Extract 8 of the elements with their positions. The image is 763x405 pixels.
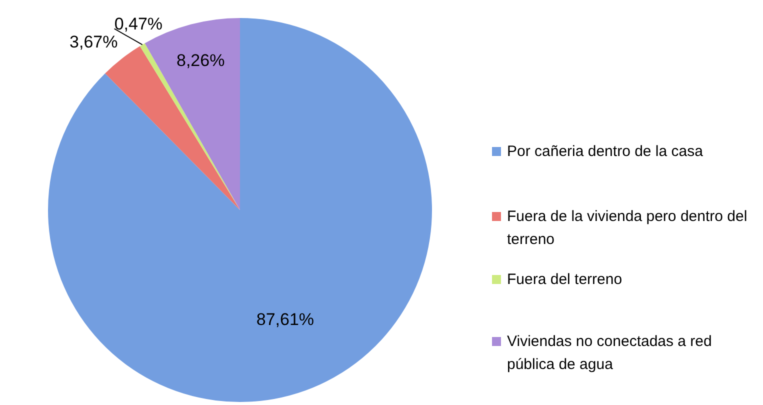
data-label: 3,67% [70,32,118,52]
data-label: 87,61% [256,310,314,329]
data-label: 8,26% [176,51,225,70]
data-label: 0,47% [114,14,163,34]
legend-label: Fuera del terreno [507,270,622,290]
legend-label: Viviendas no conectadas a red pública de agua [507,332,713,375]
legend-label: Fuera de la vivienda pero dentro del terreno [507,207,748,250]
legend-label: Por cañeria dentro de la casa [507,142,703,162]
